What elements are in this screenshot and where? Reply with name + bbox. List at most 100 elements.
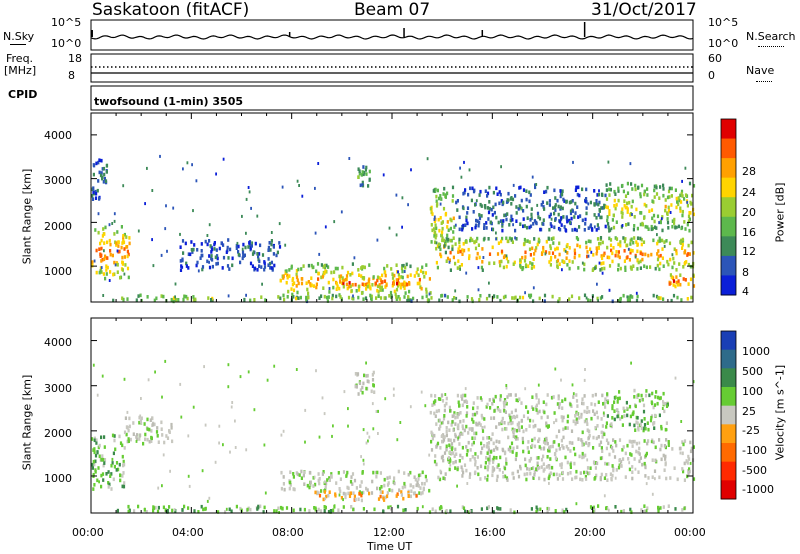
velocity-cell-5-82 [575,469,578,474]
power-cell-8-113 [518,186,521,190]
power-cell-5-20 [146,295,149,299]
velocity-cell-4-115 [554,509,557,513]
velocity-cell-5-146 [622,457,625,461]
velocity-cell-5-168 [644,465,647,470]
velocity-cell-7-247 [466,405,469,409]
velocity-cell-7-254 [472,420,475,424]
velocity-cell-7-74 [468,427,471,431]
velocity-cell-8-26 [617,411,620,415]
velocity-cell-7-273 [545,421,548,426]
velocity-cell-5-358 [435,462,438,467]
velocity-cell-5-338 [611,446,614,450]
velocity-cell-7-5 [581,401,584,406]
power-cell-6-239 [566,263,569,267]
power-cell-4-16 [381,280,384,284]
power-cell-3-17 [338,286,341,291]
velocity-cell-1-19 [160,427,163,431]
velocity-noise-cell-37 [157,486,160,490]
velocity-noise-cell-51 [139,414,142,418]
velocity-cell-7-60 [583,394,586,398]
velocity-cell-7-105 [604,405,607,409]
power-cell-6-215 [558,252,561,257]
velocity-cell-6-45 [449,438,452,443]
velocity-cell-8-6 [638,398,641,403]
velocity-cell-7-55 [546,415,549,419]
velocity-cell-8-54 [651,401,654,406]
velocity-cell-5-67 [662,453,665,458]
power-cell-5-68 [155,296,158,301]
power-cell-0-12 [127,252,130,257]
power-cell-5-52 [471,299,474,304]
power-cell-4-12 [354,282,357,287]
velocity-cell-4-149 [644,509,647,514]
velocity-cell-2-72 [347,491,350,496]
power-cell-6-176 [544,250,548,254]
power-cell-5-115 [264,298,267,302]
velocity-cell-4-15 [640,508,643,512]
velocity-cell-4-83 [156,509,160,514]
power-cell-3-156 [284,271,287,275]
velocity-cell-0-15 [118,462,121,467]
velocity-cell-5-37 [536,464,539,469]
velocity-cell-3-6 [413,491,416,496]
power-cell-8-159 [565,199,568,204]
power-cell-9-43 [640,211,643,215]
velocity-cell-6-34 [430,439,433,444]
power-cell-3-115 [409,264,412,269]
velocity-cell-5-209 [527,440,530,444]
velocity-noise-cell-102 [457,436,460,440]
power-cell-2-95 [267,245,270,250]
power-cell-8-55 [496,192,499,196]
velocity-cell-5-26 [474,462,477,467]
velocity-cell-5-233 [619,458,622,462]
power-noise-cell-130 [314,231,317,235]
velocity-cell-8-101 [606,392,609,396]
power-cell-0-79 [119,275,122,280]
power-cell-6-33 [589,247,592,251]
power-cell-5-54 [326,299,329,303]
velocity-noise-cell-106 [424,404,427,408]
velocity-cell-7-62 [533,436,536,441]
power-noise-cell-131 [507,198,510,202]
velocity-cell-7-180 [483,417,486,421]
power-noise-cell-25 [208,223,211,227]
velocity-noise-cell-39 [483,425,486,429]
noise-left-tick-bottom: 10^0 [51,37,82,50]
power-cell-8-256 [490,207,493,212]
power-cell-8-247 [568,200,571,205]
velocity-cell-8-78 [653,403,657,407]
power-cell-5-144 [635,298,639,303]
power-cell-6-123 [647,253,650,258]
velocity-cell-8-24 [610,424,613,429]
power-noise-cell-34 [122,184,125,188]
power-cell-8-204 [597,192,601,197]
velocity-noise-cell-56 [222,443,224,447]
power-cell-7-70 [452,216,455,221]
power-cell-9-29 [606,205,609,210]
power-cell-6-42 [615,250,618,254]
velocity-noise-cell-78 [560,378,562,382]
power-cell-8-154 [549,222,552,226]
velocity-noise-cell-31 [315,369,317,373]
power-cell-7-74 [451,247,454,252]
velocity-noise-cell-36 [692,380,695,384]
velocity-cell-8-25 [605,421,608,425]
power-cell-7-47 [446,233,449,238]
power-cell-9-2 [692,212,695,217]
velocity-cell-2-121 [391,488,394,493]
velocity-cell-8-23 [616,396,620,401]
power-cell-8-68 [552,206,555,210]
velocity-cell-2-22 [424,474,427,479]
power-cell-0-70 [124,263,127,267]
velocity-cell-1-44 [165,434,168,438]
velocity-cell-5-415 [497,463,500,467]
power-cell-2-11 [208,265,212,270]
power-cell-7-69 [431,212,434,216]
velocity-cell-5-49 [609,472,612,476]
velocity-cell-7-192 [562,435,565,440]
velocity-noise-cell-8 [375,410,378,413]
power-cbar-tick-20: 20 [742,206,756,219]
power-cell-3-79 [395,287,399,292]
power-cell-6-317 [549,244,552,248]
power-colorbar-swatch-8 [721,275,736,296]
